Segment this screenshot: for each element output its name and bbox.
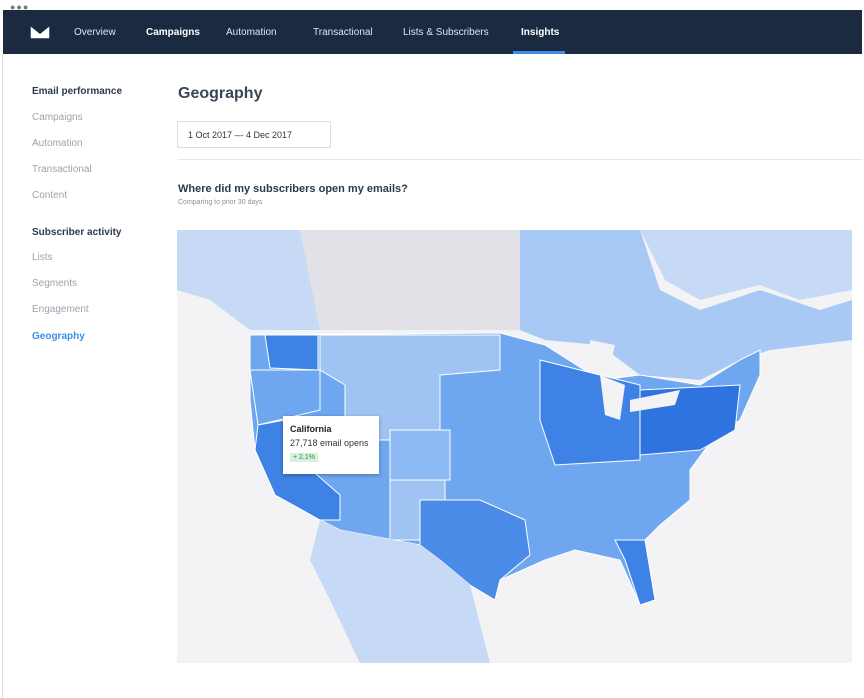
sidebar-link-active[interactable]: Geography <box>32 331 85 342</box>
nav-link[interactable]: Overview <box>74 27 116 38</box>
tooltip-title: California <box>290 424 332 434</box>
sidebar-heading: Email performance <box>32 86 123 97</box>
nav-active-underline <box>513 51 565 54</box>
nav-bar: Overview Campaigns Automation Transactio… <box>3 10 862 54</box>
section-subtitle: Comparing to prior 30 days <box>178 199 263 206</box>
nav-link[interactable]: Insights <box>521 27 560 38</box>
sidebar-link[interactable]: Automation <box>32 138 83 149</box>
nav-link[interactable]: Automation <box>226 27 277 38</box>
nav-link[interactable]: Campaigns <box>146 27 200 38</box>
window-dots: ●●● <box>10 2 30 12</box>
tooltip-change-badge: + 2.1% <box>290 453 318 462</box>
sidebar-link[interactable]: Campaigns <box>32 112 83 123</box>
date-range-picker[interactable]: 1 Oct 2017 — 4 Dec 2017 <box>177 121 331 148</box>
sidebar-link[interactable]: Segments <box>32 278 78 289</box>
sidebar-link[interactable]: Transactional <box>32 164 92 175</box>
logo <box>30 25 50 39</box>
divider <box>178 159 862 160</box>
sidebar-heading: Subscriber activity <box>32 227 122 238</box>
nav-link[interactable]: Lists & Subscribers <box>403 27 489 38</box>
nav-link[interactable]: Transactional <box>313 27 373 38</box>
geo-map <box>177 230 852 663</box>
page-title: Geography <box>178 85 263 102</box>
sidebar-link[interactable]: Lists <box>32 252 53 263</box>
tooltip-value: 27,718 email opens <box>290 438 369 448</box>
map-tooltip: California 27,718 email opens + 2.1% <box>283 416 379 474</box>
sidebar-link[interactable]: Engagement <box>32 304 89 315</box>
sidebar-link[interactable]: Content <box>32 190 68 201</box>
section-question: Where did my subscribers open my emails? <box>178 183 408 195</box>
window-edge <box>2 54 3 698</box>
